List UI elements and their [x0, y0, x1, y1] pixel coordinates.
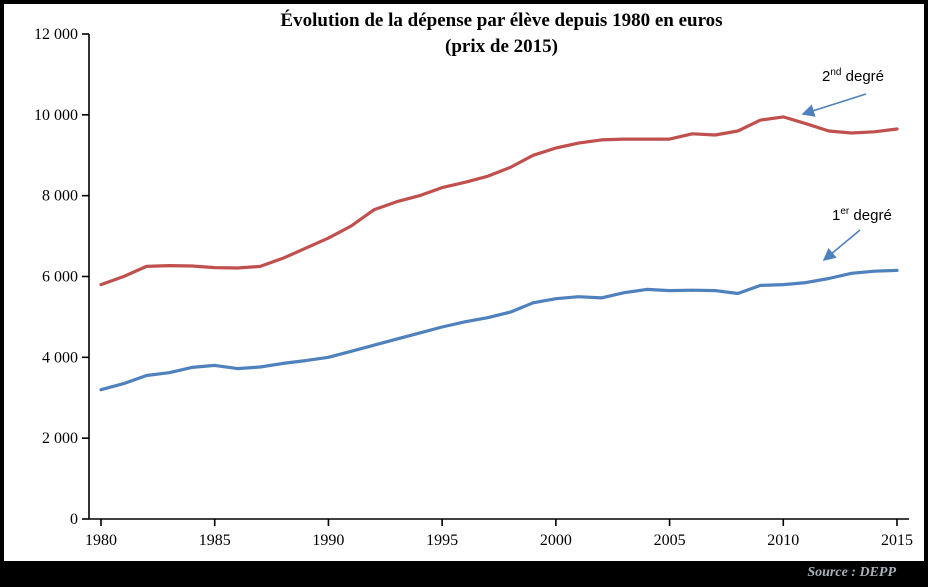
bottom-black-bar [4, 561, 924, 583]
y-tick-label: 4 000 [42, 349, 78, 366]
series-label-1er-base: 1 [832, 207, 841, 224]
series-line-1er-degre [99, 268, 899, 392]
x-tick-label: 1995 [426, 532, 458, 549]
x-tick-label: 1990 [312, 532, 344, 549]
series-label-2nd-degre: 2nd degré [822, 67, 885, 86]
line-chart-canvas: 0 2 000 4 000 6 000 8 000 10 000 12 000 1980 198… [34, 26, 913, 549]
x-tick-label: 2000 [540, 532, 572, 549]
series-label-2nd-rest: degré [841, 68, 885, 85]
series-label-1er-degre: 1er degré [832, 206, 892, 225]
arrow-1er-degre [822, 229, 861, 262]
x-tick-label: 1985 [199, 532, 231, 549]
series-line-2nd-degre [99, 115, 899, 287]
arrow-2nd-degre [801, 93, 867, 117]
y-tick-label: 12 000 [34, 26, 78, 43]
x-tick-label: 2015 [881, 532, 913, 549]
series-label-1er-sup: er [840, 206, 850, 217]
series-label-1er-rest: degré [849, 207, 892, 224]
series-label-2nd-sup: nd [830, 67, 842, 78]
y-tick-label: 8 000 [42, 188, 78, 205]
x-tick-label: 1980 [85, 532, 117, 549]
series-label-2nd-base: 2 [822, 68, 831, 85]
chart-title: Évolution de la dépense par élève depuis… [89, 8, 914, 59]
x-tick-label: 2005 [654, 532, 686, 549]
y-tick-label: 6 000 [42, 269, 78, 286]
y-tick-label: 10 000 [34, 107, 78, 124]
chart-title-line2: (prix de 2015) [445, 35, 558, 57]
y-tick-label: 0 [70, 511, 78, 528]
source-credit: Source : DEPP [807, 565, 896, 580]
x-tick-label: 2010 [767, 532, 799, 549]
y-tick-label: 2 000 [42, 430, 78, 447]
chart-title-line1: Évolution de la dépense par élève depuis… [280, 10, 723, 31]
